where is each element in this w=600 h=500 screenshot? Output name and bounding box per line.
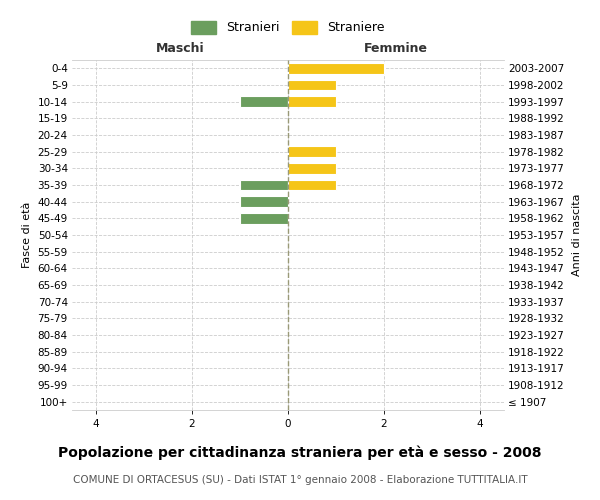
Bar xyxy=(240,196,288,207)
Bar xyxy=(288,80,336,90)
Bar xyxy=(288,163,336,174)
Bar xyxy=(288,96,336,107)
Y-axis label: Anni di nascita: Anni di nascita xyxy=(572,194,582,276)
Bar xyxy=(288,63,384,74)
Bar xyxy=(240,180,288,190)
Text: Maschi: Maschi xyxy=(155,42,205,55)
Bar xyxy=(240,213,288,224)
Text: Popolazione per cittadinanza straniera per età e sesso - 2008: Popolazione per cittadinanza straniera p… xyxy=(58,445,542,460)
Text: COMUNE DI ORTACESUS (SU) - Dati ISTAT 1° gennaio 2008 - Elaborazione TUTTITALIA.: COMUNE DI ORTACESUS (SU) - Dati ISTAT 1°… xyxy=(73,475,527,485)
Y-axis label: Fasce di età: Fasce di età xyxy=(22,202,32,268)
Bar xyxy=(240,96,288,107)
Bar xyxy=(288,180,336,190)
Legend: Stranieri, Straniere: Stranieri, Straniere xyxy=(191,21,385,34)
Bar xyxy=(288,146,336,157)
Text: Femmine: Femmine xyxy=(364,42,428,55)
